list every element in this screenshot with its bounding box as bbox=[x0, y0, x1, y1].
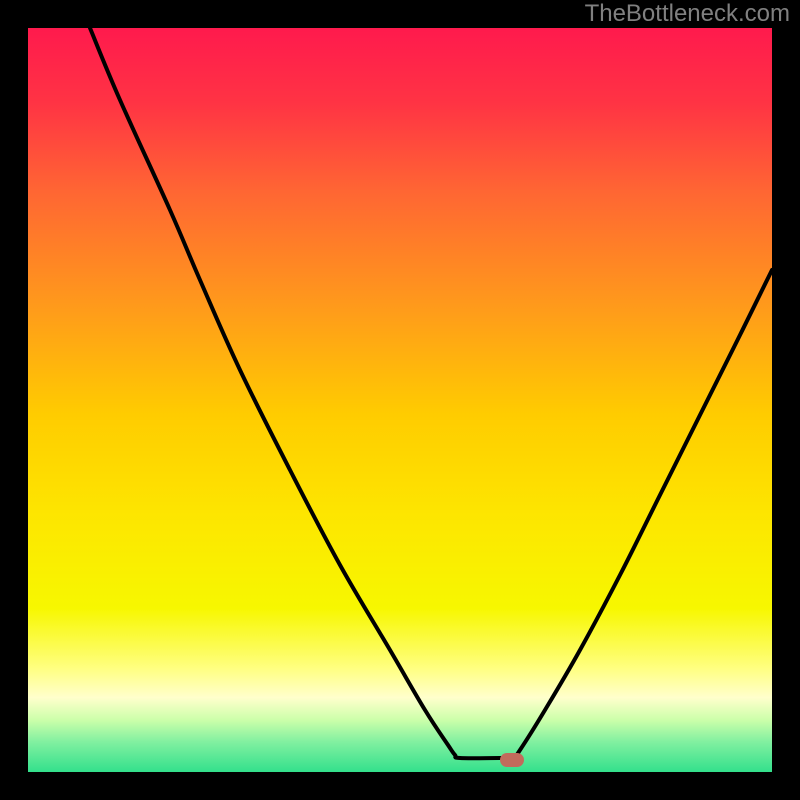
bottleneck-chart bbox=[0, 0, 800, 800]
optimal-point-marker bbox=[500, 753, 524, 767]
watermark-text: TheBottleneck.com bbox=[585, 0, 790, 28]
chart-container: TheBottleneck.com bbox=[0, 0, 800, 800]
